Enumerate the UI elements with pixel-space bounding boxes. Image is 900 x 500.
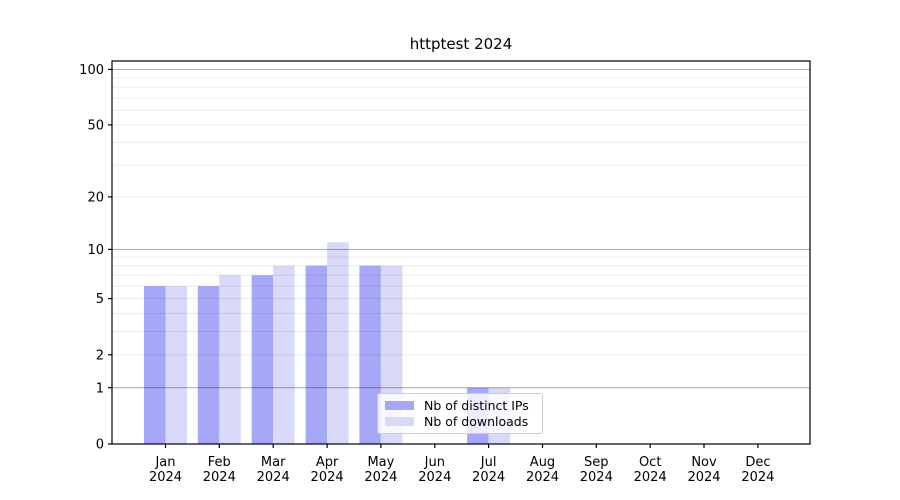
- x-tick-label-year: 2024: [472, 470, 505, 485]
- y-tick-label: 10: [87, 243, 104, 258]
- bar-apr-s1: [327, 242, 349, 444]
- bar-feb-s0: [197, 286, 220, 444]
- x-tick-label-year: 2024: [149, 470, 182, 485]
- legend-label: Nb of distinct IPs: [424, 398, 529, 414]
- x-tick-label-month: Apr: [316, 455, 339, 470]
- chart-title: httptest 2024: [409, 35, 513, 53]
- x-tick-label-month: Aug: [530, 455, 555, 470]
- y-tick-label: 1: [96, 381, 104, 396]
- x-tick-label-year: 2024: [526, 470, 559, 485]
- x-tick-label-year: 2024: [203, 470, 236, 485]
- x-tick-label-year: 2024: [257, 470, 290, 485]
- y-tick-label: 100: [79, 63, 104, 78]
- x-tick-label-month: Feb: [208, 455, 231, 470]
- x-tick-label-year: 2024: [741, 470, 774, 485]
- bar-mar-s0: [251, 275, 274, 444]
- x-tick-label-month: Nov: [691, 455, 717, 470]
- bar-jan-s1: [165, 286, 187, 444]
- x-tick-label-year: 2024: [364, 470, 397, 485]
- y-tick-label: 20: [87, 190, 104, 205]
- x-tick-label-year: 2024: [418, 470, 451, 485]
- legend-entry: Nb of downloads: [385, 414, 534, 429]
- x-tick-label-month: Mar: [261, 455, 286, 470]
- legend-label: Nb of downloads: [424, 413, 529, 429]
- legend-entry: Nb of distinct IPs: [385, 398, 534, 413]
- legend-swatch-icon: [385, 416, 414, 426]
- x-tick-label-month: Oct: [639, 455, 661, 470]
- x-tick-label-year: 2024: [580, 470, 613, 485]
- y-tick-label: 50: [87, 118, 104, 133]
- x-tick-label-year: 2024: [687, 470, 720, 485]
- x-tick-label-month: Jul: [480, 455, 497, 470]
- y-tick-label: 2: [96, 348, 104, 363]
- x-tick-label-month: Jan: [154, 455, 175, 470]
- plot-border: [111, 60, 811, 445]
- y-tick-label: 0: [96, 438, 104, 453]
- legend-swatch-icon: [385, 401, 414, 411]
- x-tick-label-month: Jun: [424, 455, 445, 470]
- x-tick-label-month: Dec: [745, 455, 770, 470]
- bar-feb-s1: [219, 275, 241, 444]
- x-tick-label-year: 2024: [311, 470, 344, 485]
- x-tick-label-month: May: [367, 455, 394, 470]
- bar-jan-s0: [144, 286, 166, 444]
- x-tick-label-month: Sep: [584, 455, 609, 470]
- legend: Nb of distinct IPs Nb of downloads: [377, 393, 543, 434]
- x-tick-label-year: 2024: [634, 470, 667, 485]
- y-tick-label: 5: [96, 292, 104, 307]
